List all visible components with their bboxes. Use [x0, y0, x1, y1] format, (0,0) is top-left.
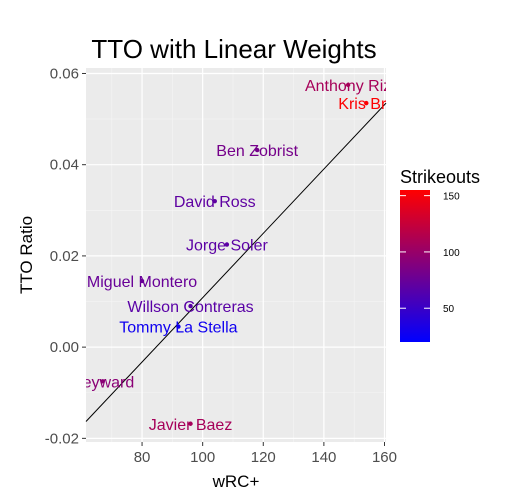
- y-tick-label: -0.02: [45, 430, 79, 447]
- data-point: [364, 100, 369, 106]
- data-point: [255, 147, 260, 153]
- x-tick-label: 80: [134, 449, 151, 466]
- legend: Strikeouts 50 100 150: [400, 167, 480, 342]
- legend-tick-label: 100: [443, 248, 460, 259]
- x-axis: 80 100 120 140 160: [134, 442, 397, 466]
- point-label: Jorge Soler: [186, 238, 268, 255]
- plot-panel: [86, 68, 386, 442]
- y-tick-label: 0.04: [50, 157, 79, 174]
- y-axis: -0.02 0.00 0.02 0.04 0.06: [45, 65, 86, 447]
- y-axis-title: TTO Ratio: [17, 216, 36, 294]
- x-tick-label: 120: [251, 449, 276, 466]
- point-label: Willson Contreras: [127, 299, 253, 316]
- legend-tick-label: 50: [443, 304, 455, 315]
- y-tick-label: 0.02: [50, 248, 79, 265]
- data-point: [188, 303, 193, 309]
- point-label: Heyward: [71, 374, 134, 391]
- grid-lines: [86, 68, 386, 442]
- data-point: [345, 82, 351, 88]
- data-point: [176, 324, 181, 329]
- x-tick-label: 100: [190, 449, 215, 466]
- point-label: Ben Zobrist: [216, 143, 298, 160]
- x-tick-label: 140: [311, 449, 336, 466]
- data-point: [139, 278, 145, 284]
- data-point: [224, 242, 230, 247]
- point-label: David Ross: [174, 194, 256, 211]
- x-tick-label: 160: [372, 449, 397, 466]
- chart-title: TTO with Linear Weights: [91, 34, 376, 64]
- point-label: Tommy La Stella: [119, 320, 237, 337]
- data-point: [212, 198, 217, 204]
- legend-ticks: 50 100 150: [400, 192, 460, 315]
- legend-colorbar: [400, 190, 430, 342]
- legend-title: Strikeouts: [400, 167, 480, 187]
- x-axis-title: wRC+: [212, 472, 260, 491]
- linear-fit-line: [85, 102, 387, 422]
- fit-line-group: [85, 102, 387, 422]
- point-label: Javier Baez: [149, 417, 233, 434]
- point-label: Miguel Montero: [87, 274, 197, 291]
- point-label: Anthony Riz: [305, 78, 391, 95]
- y-tick-label: 0.00: [50, 339, 79, 356]
- legend-tick-label: 150: [443, 192, 460, 203]
- y-tick-label: 0.06: [50, 65, 79, 82]
- point-label: Kris Bry: [338, 96, 394, 113]
- data-point: [100, 379, 105, 384]
- data-point: [188, 421, 193, 426]
